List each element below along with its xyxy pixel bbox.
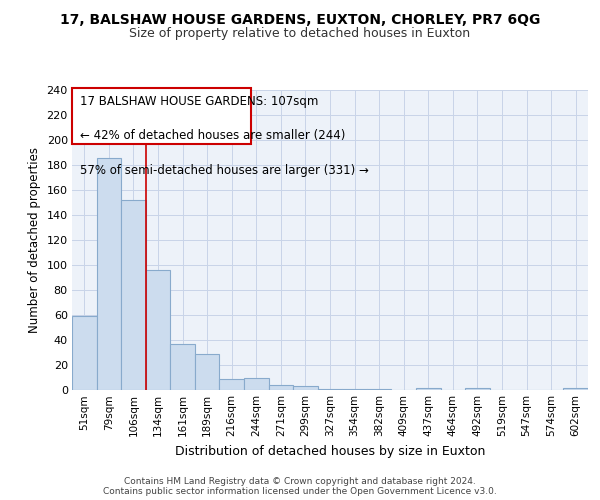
X-axis label: Distribution of detached houses by size in Euxton: Distribution of detached houses by size …	[175, 444, 485, 458]
Bar	[72, 316, 97, 390]
Text: ← 42% of detached houses are smaller (244): ← 42% of detached houses are smaller (24…	[80, 130, 345, 142]
Y-axis label: Number of detached properties: Number of detached properties	[28, 147, 41, 333]
Bar	[220, 379, 244, 390]
FancyBboxPatch shape	[72, 88, 251, 144]
Bar	[367, 389, 391, 390]
Text: 17 BALSHAW HOUSE GARDENS: 107sqm: 17 BALSHAW HOUSE GARDENS: 107sqm	[80, 95, 318, 108]
Bar	[293, 386, 318, 390]
Bar	[269, 385, 293, 390]
Text: 57% of semi-detached houses are larger (331) →: 57% of semi-detached houses are larger (…	[80, 164, 368, 177]
Bar	[318, 389, 342, 390]
Text: 17, BALSHAW HOUSE GARDENS, EUXTON, CHORLEY, PR7 6QG: 17, BALSHAW HOUSE GARDENS, EUXTON, CHORL…	[60, 12, 540, 26]
Bar	[170, 344, 195, 390]
Bar	[121, 200, 146, 390]
Bar	[563, 388, 588, 390]
Bar	[416, 388, 440, 390]
Bar	[195, 354, 220, 390]
Text: Contains public sector information licensed under the Open Government Licence v3: Contains public sector information licen…	[103, 487, 497, 496]
Bar	[244, 378, 269, 390]
Text: Size of property relative to detached houses in Euxton: Size of property relative to detached ho…	[130, 28, 470, 40]
Bar	[97, 158, 121, 390]
Text: Contains HM Land Registry data © Crown copyright and database right 2024.: Contains HM Land Registry data © Crown c…	[124, 477, 476, 486]
Bar	[342, 389, 367, 390]
Bar	[465, 388, 490, 390]
Bar	[146, 270, 170, 390]
